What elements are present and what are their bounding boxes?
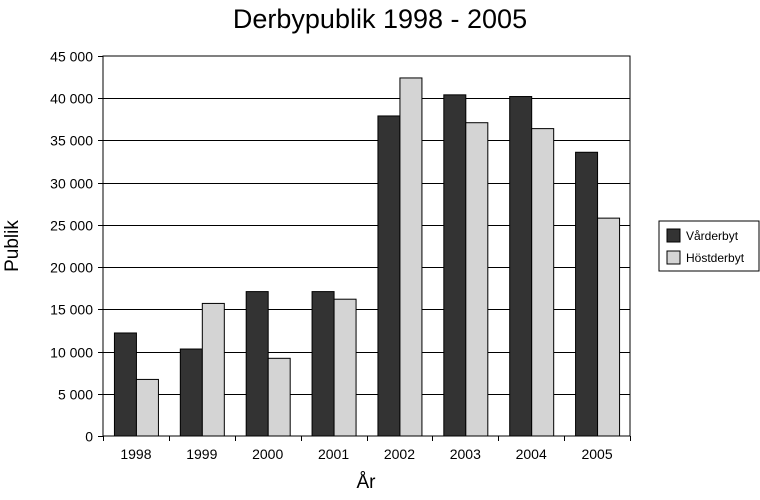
- bar-varderbyt-2000: [245, 291, 269, 437]
- y-tick-label: 30 000: [50, 176, 93, 192]
- y-tick-label: 10 000: [50, 345, 93, 361]
- y-axis-title: Publik: [2, 220, 23, 272]
- x-tick-label: 2004: [516, 446, 547, 462]
- bar-varderbyt-2002: [377, 115, 401, 437]
- bar-hostderbyt-2005: [597, 217, 621, 437]
- bar-varderbyt-2004: [509, 96, 533, 437]
- y-tick-label: 40 000: [50, 91, 93, 107]
- bar-varderbyt-1999: [179, 348, 203, 437]
- x-tick-label: 2000: [252, 446, 283, 462]
- legend-swatch-hostderbyt: [666, 250, 681, 265]
- x-tick-label: 2003: [450, 446, 481, 462]
- bar-hostderbyt-1999: [201, 302, 225, 437]
- y-tick-label: 45 000: [50, 49, 93, 65]
- y-tick-label: 35 000: [50, 133, 93, 149]
- x-tick-label: 1999: [186, 446, 217, 462]
- x-tick-label: 2005: [581, 446, 612, 462]
- chart-title: Derbypublik 1998 - 2005: [233, 4, 527, 34]
- x-axis-title: År: [357, 472, 377, 493]
- plot-area-frame: [102, 55, 631, 437]
- bar-hostderbyt-2001: [333, 298, 357, 437]
- bar-varderbyt-2005: [575, 151, 599, 437]
- bar-hostderbyt-1998: [135, 378, 159, 437]
- legend: Vårderbyt Höstderbyt: [658, 220, 760, 272]
- x-tick-label: 2001: [318, 446, 349, 462]
- y-tick-label: 0: [85, 429, 93, 445]
- bar-hostderbyt-2004: [531, 128, 555, 437]
- y-tick-label: 5 000: [58, 387, 93, 403]
- y-tick-label: 25 000: [50, 218, 93, 234]
- legend-label-hostderbyt: Höstderbyt: [686, 251, 745, 265]
- legend-label-varderbyt: Vårderbyt: [686, 229, 739, 243]
- bar-varderbyt-2001: [311, 291, 335, 437]
- y-tick-label: 15 000: [50, 302, 93, 318]
- bar-hostderbyt-2002: [399, 77, 423, 437]
- x-tick-label: 2002: [384, 446, 415, 462]
- x-axis-ticks: 1998 1999 2000 2001 2002 2003 2004 2005: [103, 436, 631, 462]
- legend-swatch-varderbyt: [666, 228, 681, 243]
- bar-varderbyt-2003: [443, 94, 467, 437]
- y-tick-label: 20 000: [50, 260, 93, 276]
- bar-hostderbyt-2000: [267, 357, 291, 437]
- bar-varderbyt-1998: [113, 332, 137, 437]
- bars: [113, 77, 621, 437]
- bar-hostderbyt-2003: [465, 122, 489, 437]
- y-axis-ticks: 0 5 000 10 000 15 000 20 000 25 000 30 000 35 0…: [50, 49, 103, 445]
- x-tick-label: 1998: [120, 446, 151, 462]
